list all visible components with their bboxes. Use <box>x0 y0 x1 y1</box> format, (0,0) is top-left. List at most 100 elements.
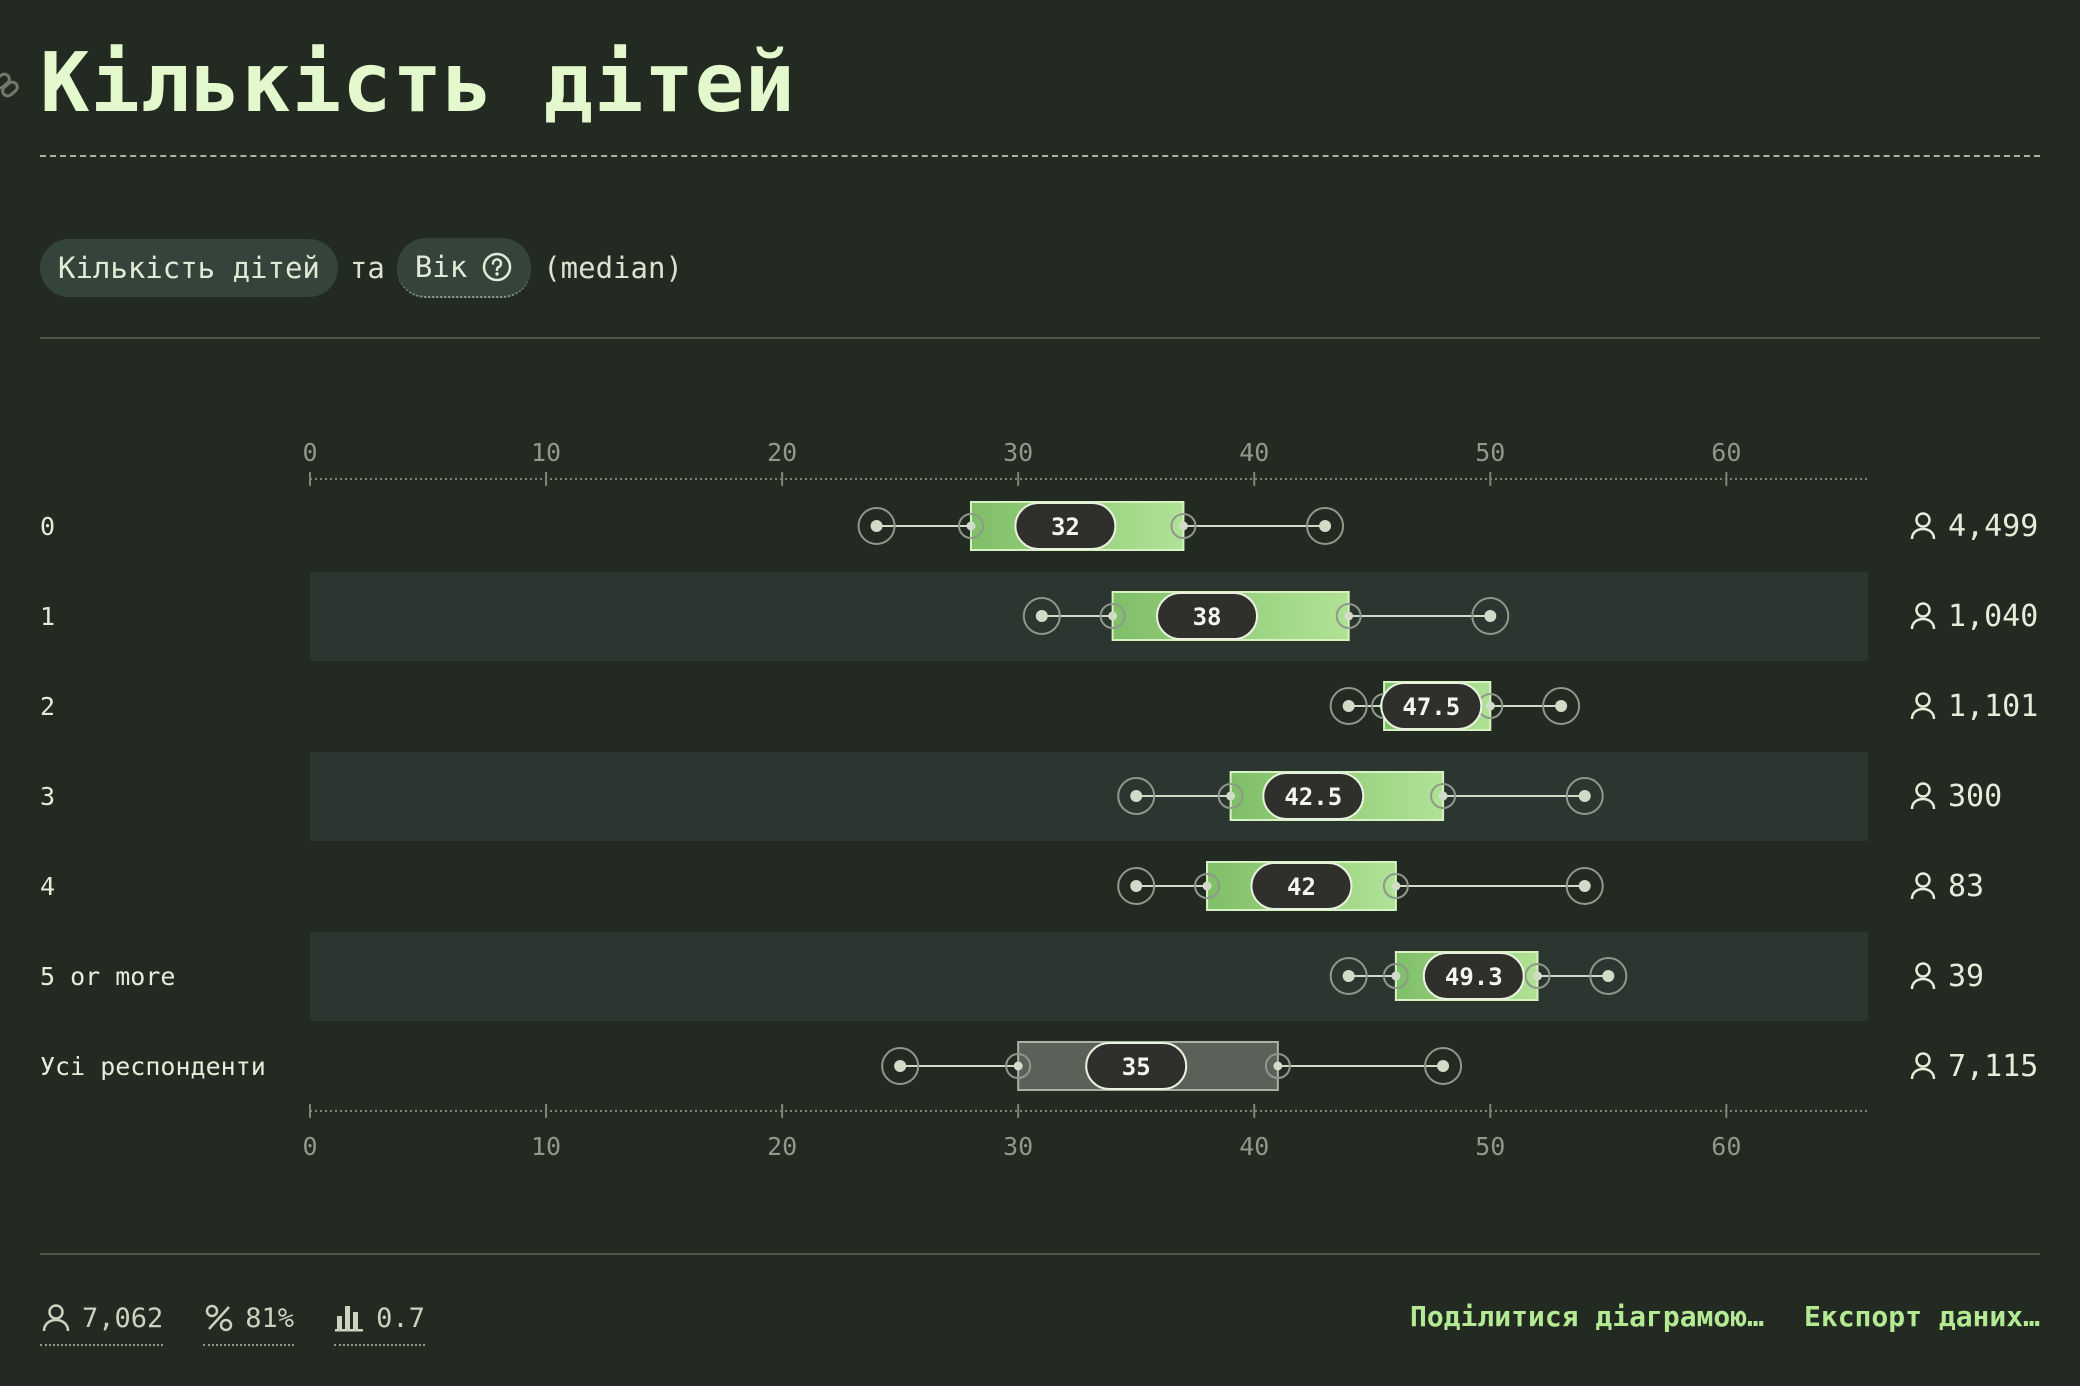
variable-b-pill[interactable]: Вік <box>396 238 532 298</box>
whisker-end-ring <box>1542 687 1581 725</box>
quartile-ring <box>1382 963 1409 989</box>
whisker-end-dot <box>1437 1060 1450 1072</box>
tick-label: 60 <box>1711 1132 1741 1161</box>
whisker-end-ring <box>1471 597 1510 635</box>
footer-divider <box>40 1253 2040 1255</box>
footer-stats: 7,062 81% 0.7 <box>40 1296 425 1346</box>
median-pill <box>1250 862 1353 910</box>
bottom-axis: 0 10 20 30 40 50 60 <box>302 1104 1868 1161</box>
section-divider <box>40 337 2040 339</box>
whisker-end-dot <box>1035 610 1048 622</box>
quartile-ring <box>1264 1053 1291 1079</box>
row-count: 300 <box>1948 779 2002 814</box>
bar-chart-icon <box>335 1306 364 1332</box>
quartile-dot <box>1438 791 1448 801</box>
row-label: 4 <box>40 872 55 901</box>
row-count: 4,499 <box>1948 509 2038 544</box>
whisker-end-dot <box>1555 700 1568 712</box>
boxplot-row: 0 32 4,499 <box>40 501 2038 551</box>
link-icon[interactable] <box>0 72 22 102</box>
export-data-link[interactable]: Експорт даних… <box>1803 1300 2040 1333</box>
quartile-dot <box>1273 1061 1283 1071</box>
selector-stat: (median) <box>543 251 683 285</box>
help-circle-icon[interactable] <box>481 251 513 283</box>
variable-a-pill[interactable]: Кількість дітей <box>40 239 338 297</box>
tick-label: 0 <box>302 1132 317 1161</box>
median-pill <box>1422 952 1525 1000</box>
quartile-ring <box>1217 783 1244 809</box>
boxplot-row: 4 42 83 <box>40 861 1984 911</box>
percent-stat[interactable]: 81% <box>203 1296 295 1346</box>
quartile-dot <box>1108 611 1118 621</box>
person-icon <box>1910 782 1936 810</box>
whisker-end-ring <box>881 1047 920 1085</box>
percent-value: 81% <box>245 1302 295 1334</box>
whisker-end-ring <box>1329 957 1368 995</box>
row-count: 1,101 <box>1948 689 2038 724</box>
whisker-end-dot <box>1484 610 1497 622</box>
footer-actions: Поділитися діаграмою… Експорт даних… <box>1410 1300 2040 1333</box>
whisker-end-dot <box>1342 700 1355 712</box>
quartile-dot <box>1391 881 1401 891</box>
whisker-end-dot <box>1130 880 1143 892</box>
selector-joiner: та <box>349 251 385 285</box>
row-band <box>310 932 1868 1021</box>
whisker-end-ring <box>1565 777 1604 815</box>
boxplot-row: 2 47.5 1,101 <box>40 681 2038 731</box>
variable-selector: Кількість дітей та Вік (median) <box>40 238 695 298</box>
score-stat[interactable]: 0.7 <box>334 1296 425 1346</box>
whisker-end-ring <box>1589 957 1628 995</box>
quartile-dot <box>1013 1061 1023 1071</box>
boxplot-row: 5 or more 49.3 39 <box>40 932 1984 1021</box>
tick-label: 30 <box>1003 1132 1033 1161</box>
row-label: 1 <box>40 602 55 631</box>
row-label: 3 <box>40 782 55 811</box>
whisker-end-dot <box>870 520 883 532</box>
quartile-ring <box>957 513 984 539</box>
tick-label: 10 <box>531 438 561 467</box>
whisker-end-dot <box>1342 970 1355 982</box>
respondents-stat[interactable]: 7,062 <box>40 1296 164 1346</box>
tick-label: 40 <box>1239 438 1269 467</box>
median-label: 42 <box>1287 873 1316 901</box>
whisker-end-dot <box>1319 520 1332 532</box>
quartile-ring <box>1335 603 1362 629</box>
tick-label: 40 <box>1239 1132 1269 1161</box>
quartile-ring <box>1382 873 1409 899</box>
person-icon <box>1910 1052 1936 1080</box>
tick-label: 30 <box>1003 438 1033 467</box>
person-icon <box>1910 602 1936 630</box>
median-label: 35 <box>1122 1053 1151 1081</box>
quartile-dot <box>1202 881 1212 891</box>
tick-label: 60 <box>1711 438 1741 467</box>
row-label: 5 or more <box>40 962 175 991</box>
person-icon <box>1910 512 1936 540</box>
whisker-end-dot <box>1578 790 1591 802</box>
row-count: 7,115 <box>1948 1049 2038 1084</box>
tick-label: 50 <box>1475 438 1505 467</box>
tick-label: 0 <box>302 438 317 467</box>
tick-label: 20 <box>767 1132 797 1161</box>
whisker-end-ring <box>1424 1047 1463 1085</box>
tick-label: 20 <box>767 438 797 467</box>
whisker-end-ring <box>1117 777 1156 815</box>
quartile-ring <box>1005 1053 1032 1079</box>
quartile-ring <box>1170 513 1197 539</box>
row-count: 83 <box>1948 869 1984 904</box>
row-label: Усі респонденти <box>40 1052 266 1081</box>
title-divider <box>40 155 2040 157</box>
person-icon <box>1910 692 1936 720</box>
median-label: 49.3 <box>1445 963 1503 991</box>
boxplot-row: 3 42.5 300 <box>40 752 2002 841</box>
median-pill <box>1014 502 1117 550</box>
page-title: Кількість дітей <box>40 36 796 131</box>
share-chart-link[interactable]: Поділитися діаграмою… <box>1409 1300 1764 1333</box>
tick-label: 10 <box>531 1132 561 1161</box>
boxplot-row: Усі респонденти 35 7,115 <box>40 1041 2038 1091</box>
median-pill <box>1156 592 1259 640</box>
median-pill <box>1380 682 1483 730</box>
quartile-dot <box>1344 611 1354 621</box>
quartile-dot <box>1533 971 1543 981</box>
median-label: 32 <box>1051 513 1080 541</box>
whisker-end-dot <box>894 1060 907 1072</box>
